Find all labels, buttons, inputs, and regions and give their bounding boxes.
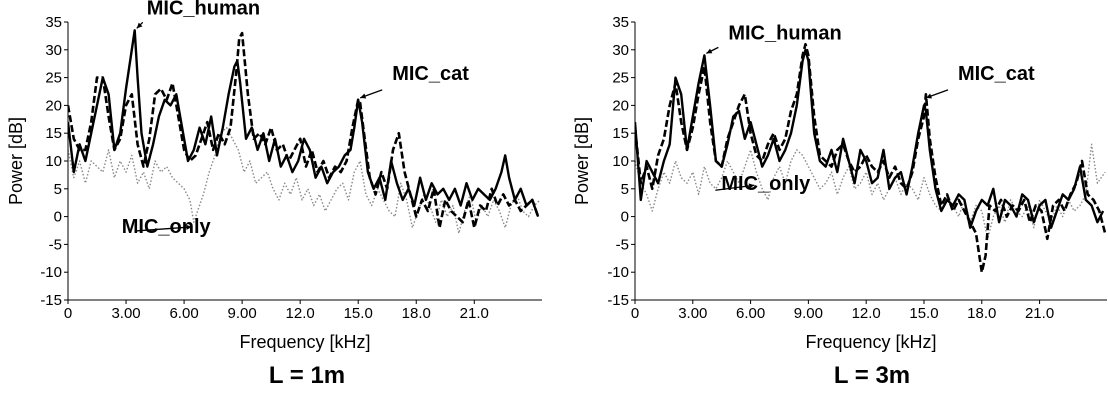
- annotation-arrowhead: [186, 224, 192, 230]
- x-tick-label: 12.0: [286, 305, 315, 322]
- y-tick-label: 30: [45, 42, 62, 59]
- series-line-mic-cat: [68, 31, 540, 229]
- x-tick-label: 21.0: [460, 305, 489, 322]
- y-tick-label: 0: [54, 209, 62, 226]
- y-tick-label: 5: [54, 181, 62, 198]
- x-tick-label: 6.00: [736, 305, 765, 322]
- y-tick-label: 25: [612, 70, 629, 87]
- x-tick-label: 0: [64, 305, 72, 322]
- y-tick-label: 30: [612, 42, 629, 59]
- y-tick-label: 10: [612, 153, 629, 170]
- annotation-mic-cat: MIC_cat: [958, 63, 1035, 85]
- x-axis-label: Frequency [kHz]: [805, 332, 936, 352]
- y-tick-label: -15: [607, 292, 629, 309]
- y-tick-label: 20: [45, 97, 62, 114]
- panel-caption: L = 1m: [269, 362, 345, 389]
- annotation-arrowhead: [925, 93, 932, 99]
- x-tick-label: 18.0: [967, 305, 996, 322]
- annotation-arrow: [715, 184, 755, 191]
- series-line-mic-only: [635, 143, 1106, 240]
- annotation-arrowhead: [136, 22, 143, 29]
- y-tick-label: 15: [45, 125, 62, 142]
- annotation-mic-human: MIC_human: [147, 0, 260, 19]
- series-line-mic-human: [635, 48, 1105, 229]
- annotation-arrowhead: [706, 48, 713, 54]
- x-tick-label: 15.0: [344, 305, 373, 322]
- y-axis-label: Power [dB]: [572, 117, 592, 205]
- chart-panel-right: -15 -10 -5 0 5 10 15 20 25 30 35 0 3.00 6.00 9.00 12.0 1…: [572, 14, 1107, 389]
- annotation-mic-human: MIC_human: [728, 22, 841, 44]
- annotation-arrowhead: [748, 183, 755, 189]
- x-tick-label: 9.00: [228, 305, 257, 322]
- annotation-mic-cat: MIC_cat: [392, 63, 469, 85]
- x-axis-label: Frequency [kHz]: [239, 332, 370, 352]
- y-tick-label: -5: [616, 236, 629, 253]
- x-tick-label: 3.00: [111, 305, 140, 322]
- y-tick-label: 35: [45, 14, 62, 31]
- y-tick-label: -5: [49, 236, 62, 253]
- y-tick-label: 25: [45, 70, 62, 87]
- x-tick-label: 6.00: [169, 305, 198, 322]
- chart-panel-left: -15 -10 -5 0 5 10 15 20 25 30 35 0 3.00 6.00 9.00 12.0 1…: [6, 0, 542, 389]
- x-tick-label: 21.0: [1025, 305, 1054, 322]
- annotation-mic-only: MIC_only: [122, 216, 212, 238]
- y-tick-label: 15: [612, 125, 629, 142]
- series-line-mic-only: [68, 126, 541, 234]
- y-tick-label: 0: [621, 209, 629, 226]
- x-tick-label: 15.0: [909, 305, 938, 322]
- y-tick-label: -10: [607, 264, 629, 281]
- y-tick-label: 5: [621, 181, 629, 198]
- x-tick-label: 3.00: [678, 305, 707, 322]
- x-tick-label: 18.0: [402, 305, 431, 322]
- y-tick-label: 10: [45, 153, 62, 170]
- y-tick-label: -15: [40, 292, 62, 309]
- annotation-arrowhead: [360, 93, 367, 99]
- x-tick-label: 9.00: [794, 305, 823, 322]
- x-tick-label: 0: [631, 305, 639, 322]
- panel-caption: L = 3m: [834, 362, 910, 389]
- annotation-arrow: [135, 226, 192, 232]
- y-tick-label: 35: [612, 14, 629, 31]
- y-axis-label: Power [dB]: [6, 117, 26, 205]
- series-line-mic-human: [68, 29, 540, 217]
- y-tick-label: 20: [612, 97, 629, 114]
- x-tick-label: 12.0: [852, 305, 881, 322]
- annotation-mic-only: MIC_only: [721, 173, 811, 195]
- y-tick-label: -10: [40, 264, 62, 281]
